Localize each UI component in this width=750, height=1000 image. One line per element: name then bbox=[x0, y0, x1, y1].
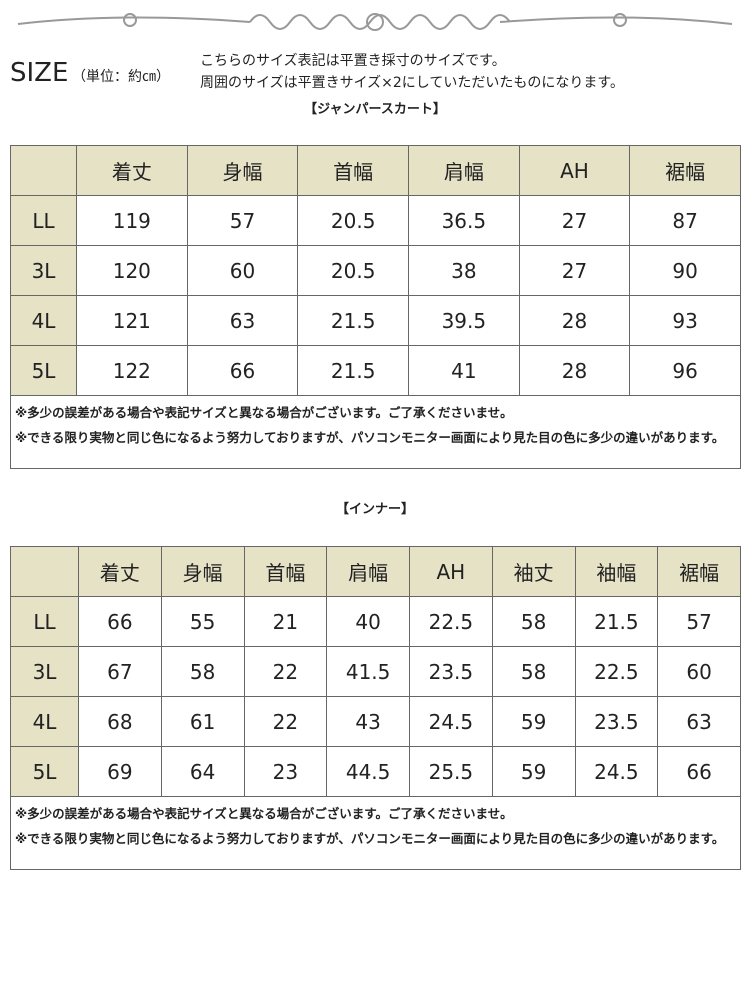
table-cell: 119 bbox=[76, 195, 188, 246]
row-label: LL bbox=[10, 596, 79, 647]
notes-box: ※多少の誤差がある場合や表記サイズと異なる場合がございます。ご了承くださいませ。… bbox=[10, 396, 741, 469]
table-cell: 59 bbox=[491, 746, 576, 797]
row-label: 4L bbox=[10, 295, 77, 346]
table-cell: 25.5 bbox=[409, 746, 493, 797]
table-cell: 41 bbox=[408, 345, 520, 396]
column-header: 身幅 bbox=[186, 145, 299, 196]
table-cell: 20.5 bbox=[297, 245, 409, 296]
table-cell: 96 bbox=[629, 345, 741, 396]
note: ※できる限り実物と同じ色になるよう努力しておりますが、パソコンモニター画面により… bbox=[15, 831, 725, 846]
column-header: 裾幅 bbox=[657, 546, 741, 597]
table-cell: 122 bbox=[76, 345, 188, 396]
table-cell: 63 bbox=[186, 295, 299, 346]
header-note: 周囲のサイズは平置きサイズ×2にしていただいたものになります。 bbox=[200, 75, 624, 91]
table-cell: 90 bbox=[629, 245, 741, 296]
table-cell: 24.5 bbox=[409, 696, 493, 747]
column-header: 袖幅 bbox=[574, 546, 659, 597]
notes-box: ※多少の誤差がある場合や表記サイズと異なる場合がございます。ご了承くださいませ。… bbox=[10, 797, 741, 870]
table-cell: 44.5 bbox=[326, 746, 410, 797]
row-label: 5L bbox=[10, 345, 77, 396]
table-cell: 22 bbox=[243, 646, 328, 697]
column-header: 肩幅 bbox=[408, 145, 520, 196]
table-cell: 60 bbox=[657, 646, 741, 697]
table-cell: 69 bbox=[78, 746, 162, 797]
table-cell: 66 bbox=[186, 345, 299, 396]
note: ※多少の誤差がある場合や表記サイズと異なる場合がございます。ご了承くださいませ。 bbox=[15, 405, 513, 420]
table-cell: 57 bbox=[186, 195, 299, 246]
table-cell: 23.5 bbox=[574, 696, 659, 747]
table-cell: 63 bbox=[657, 696, 741, 747]
table-cell: 58 bbox=[160, 646, 245, 697]
table-cell: 121 bbox=[76, 295, 188, 346]
column-header: 首幅 bbox=[243, 546, 328, 597]
table-cell: 36.5 bbox=[408, 195, 520, 246]
column-header: 肩幅 bbox=[326, 546, 410, 597]
table-cell: 28 bbox=[518, 295, 631, 346]
table-cell: 59 bbox=[491, 696, 576, 747]
table-cell: 66 bbox=[657, 746, 741, 797]
size-label: SIZE bbox=[10, 58, 69, 88]
table-cell: 27 bbox=[518, 245, 631, 296]
table-cell: 67 bbox=[78, 646, 162, 697]
row-label: 3L bbox=[10, 245, 77, 296]
column-header: 身幅 bbox=[160, 546, 245, 597]
table-cell: 57 bbox=[657, 596, 741, 647]
table-cell: 40 bbox=[326, 596, 410, 647]
table-cell: 87 bbox=[629, 195, 741, 246]
section-title: 【ジャンパースカート】 bbox=[304, 102, 446, 117]
row-label: 4L bbox=[10, 696, 79, 747]
table-cell: 68 bbox=[78, 696, 162, 747]
table-cell: 24.5 bbox=[574, 746, 659, 797]
row-label: LL bbox=[10, 195, 77, 246]
table-cell: 120 bbox=[76, 245, 188, 296]
table-cell: 64 bbox=[160, 746, 245, 797]
table-cell: 93 bbox=[629, 295, 741, 346]
table-cell: 21 bbox=[243, 596, 328, 647]
table-cell: 43 bbox=[326, 696, 410, 747]
column-header: 袖丈 bbox=[491, 546, 576, 597]
table-cell: 58 bbox=[491, 646, 576, 697]
table-cell: 23.5 bbox=[409, 646, 493, 697]
table-cell: 22.5 bbox=[574, 646, 659, 697]
column-header: 裾幅 bbox=[629, 145, 741, 196]
table-cell: 55 bbox=[160, 596, 245, 647]
column-header: AH bbox=[409, 546, 493, 597]
note: ※できる限り実物と同じ色になるよう努力しておりますが、パソコンモニター画面により… bbox=[15, 430, 725, 445]
section-title: 【インナー】 bbox=[335, 502, 414, 517]
note: ※多少の誤差がある場合や表記サイズと異なる場合がございます。ご了承くださいませ。 bbox=[15, 806, 513, 821]
corner-cell bbox=[10, 145, 77, 196]
table-cell: 21.5 bbox=[574, 596, 659, 647]
table-cell: 23 bbox=[243, 746, 328, 797]
table-cell: 66 bbox=[78, 596, 162, 647]
ornament bbox=[17, 13, 733, 31]
row-label: 3L bbox=[10, 646, 79, 697]
header-note: こちらのサイズ表記は平置き採寸のサイズです。 bbox=[200, 53, 506, 69]
corner-cell bbox=[10, 546, 79, 597]
table-cell: 20.5 bbox=[297, 195, 409, 246]
column-header: 首幅 bbox=[297, 145, 409, 196]
column-header: 着丈 bbox=[78, 546, 162, 597]
table-cell: 21.5 bbox=[297, 345, 409, 396]
unit: （単位：約㎝） bbox=[72, 69, 170, 85]
column-header: 着丈 bbox=[76, 145, 188, 196]
table-cell: 39.5 bbox=[408, 295, 520, 346]
table-cell: 38 bbox=[408, 245, 520, 296]
table-cell: 27 bbox=[518, 195, 631, 246]
table-cell: 22 bbox=[243, 696, 328, 747]
table-cell: 22.5 bbox=[409, 596, 493, 647]
column-header: AH bbox=[518, 145, 631, 196]
table-cell: 21.5 bbox=[297, 295, 409, 346]
table-cell: 28 bbox=[518, 345, 631, 396]
table-cell: 60 bbox=[186, 245, 299, 296]
table-cell: 41.5 bbox=[326, 646, 410, 697]
table-cell: 61 bbox=[160, 696, 245, 747]
table-cell: 58 bbox=[491, 596, 576, 647]
header-notes: こちらのサイズ表記は平置き採寸のサイズです。 周囲のサイズは平置きサイズ×2にし… bbox=[200, 50, 624, 94]
row-label: 5L bbox=[10, 746, 79, 797]
